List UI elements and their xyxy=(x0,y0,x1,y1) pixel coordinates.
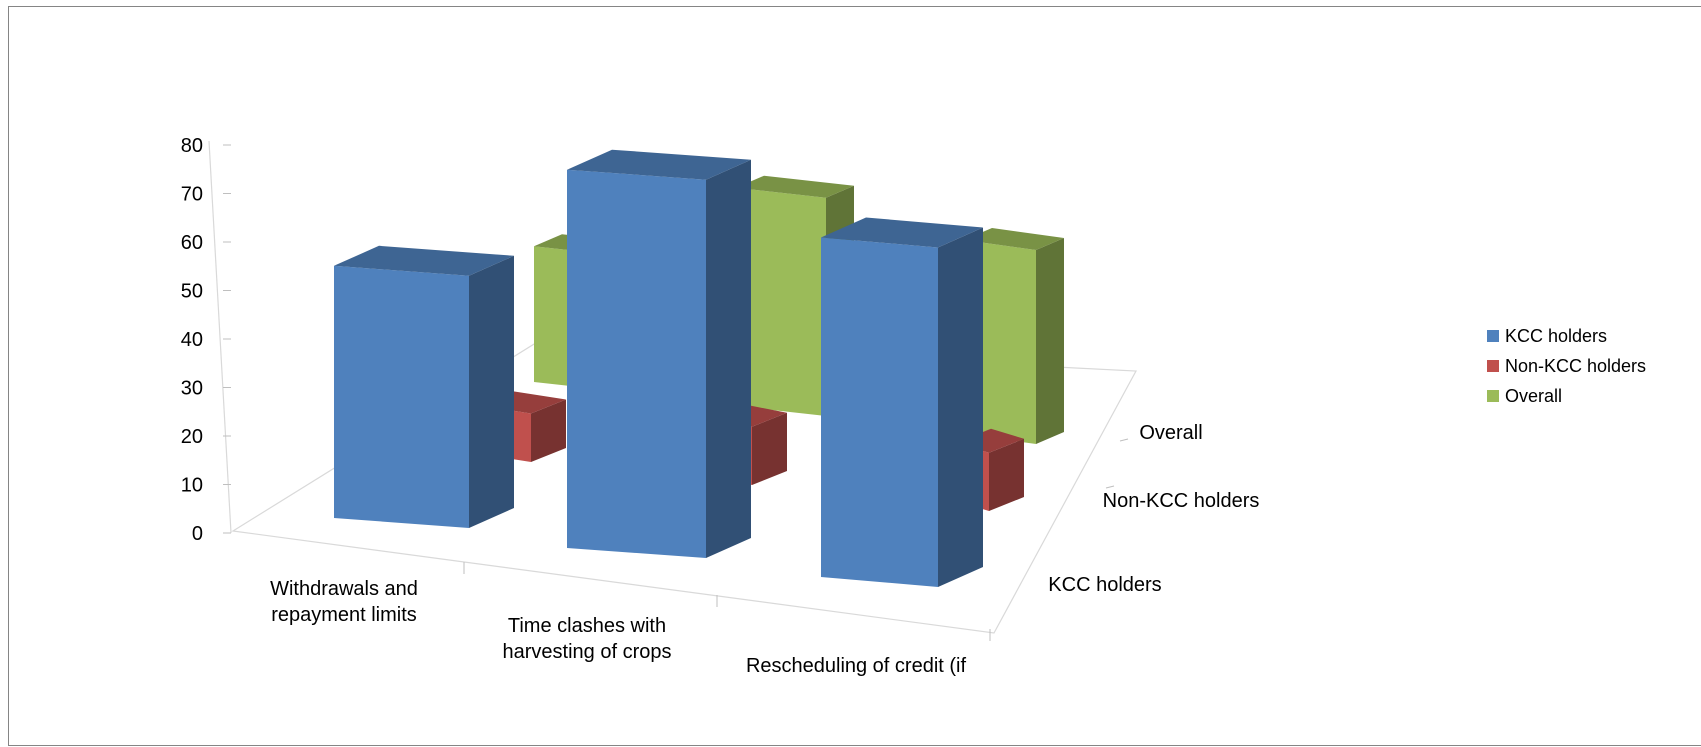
y-tick-label-40: 40 xyxy=(181,329,203,351)
y-tick-label-0: 0 xyxy=(192,523,203,545)
bar-non-kcc-holders-0-face xyxy=(531,399,566,462)
y-tick-label-60: 60 xyxy=(181,232,203,254)
legend-item-2: Overall xyxy=(1487,381,1646,411)
depth-tick-0 xyxy=(1105,485,1115,489)
legend-swatch-1 xyxy=(1487,360,1499,372)
y-tick-label-20: 20 xyxy=(181,426,203,448)
chart-canvas: 0 10 20 30 40 50 60 70 80 Withdrawals and repaymen… xyxy=(181,135,1260,677)
y-tick-label-70: 70 xyxy=(181,184,203,206)
bar-non-kcc-holders-2-face xyxy=(989,438,1024,511)
legend: KCC holders Non-KCC holders Overall xyxy=(1487,321,1646,411)
y-tick-label-50: 50 xyxy=(181,281,203,303)
y-tick-label-10: 10 xyxy=(181,475,203,497)
depth-label-2: Overall xyxy=(1139,422,1202,444)
bar-kcc-holders-2 xyxy=(821,217,983,587)
bar-overall-1-face xyxy=(736,187,826,416)
bar-kcc-holders-1-face xyxy=(706,159,751,558)
bar-overall-1-face xyxy=(736,175,854,198)
depth-label-0: KCC holders xyxy=(1048,574,1161,596)
y-tick-label-30: 30 xyxy=(181,378,203,400)
legend-label-0: KCC holders xyxy=(1505,325,1608,346)
bar-kcc-holders-2-face xyxy=(821,237,938,587)
bar-kcc-holders-2-face xyxy=(938,227,983,587)
bar-kcc-holders-2-face xyxy=(821,217,983,248)
chart-frame: 0 10 20 30 40 50 60 70 80 Withdrawals and repaymen… xyxy=(8,6,1701,746)
legend-item-0: KCC holders xyxy=(1487,321,1646,351)
value-axis-line xyxy=(208,140,232,534)
bar-kcc-holders-1-face xyxy=(567,169,706,558)
bar-overall-2-face xyxy=(1036,238,1064,444)
legend-item-1: Non-KCC holders xyxy=(1487,351,1646,381)
legend-label-2: Overall xyxy=(1505,385,1563,406)
bar-kcc-holders-0-face xyxy=(469,255,514,529)
bar-kcc-holders-1 xyxy=(567,149,751,558)
bar-kcc-holders-0 xyxy=(334,245,514,529)
legend-swatch-2 xyxy=(1487,390,1499,402)
category-label-1: Time clashes with harvesting of crops xyxy=(503,615,672,663)
category-label-2: Rescheduling of credit (if xyxy=(746,655,967,677)
legend-swatch-0 xyxy=(1487,330,1499,342)
legend-label-1: Non-KCC holders xyxy=(1505,355,1647,376)
bar-kcc-holders-0-face xyxy=(334,245,514,276)
bar-overall-2-face xyxy=(964,228,1064,250)
depth-tick-1 xyxy=(1119,438,1129,442)
bar-kcc-holders-0-face xyxy=(334,265,469,528)
depth-label-1: Non-KCC holders xyxy=(1103,490,1260,512)
category-label-0: Withdrawals and repayment limits xyxy=(270,578,418,626)
y-tick-label-80: 80 xyxy=(181,135,203,157)
bar-kcc-holders-1-face xyxy=(567,149,751,180)
bar-non-kcc-holders-1-face xyxy=(752,412,787,485)
